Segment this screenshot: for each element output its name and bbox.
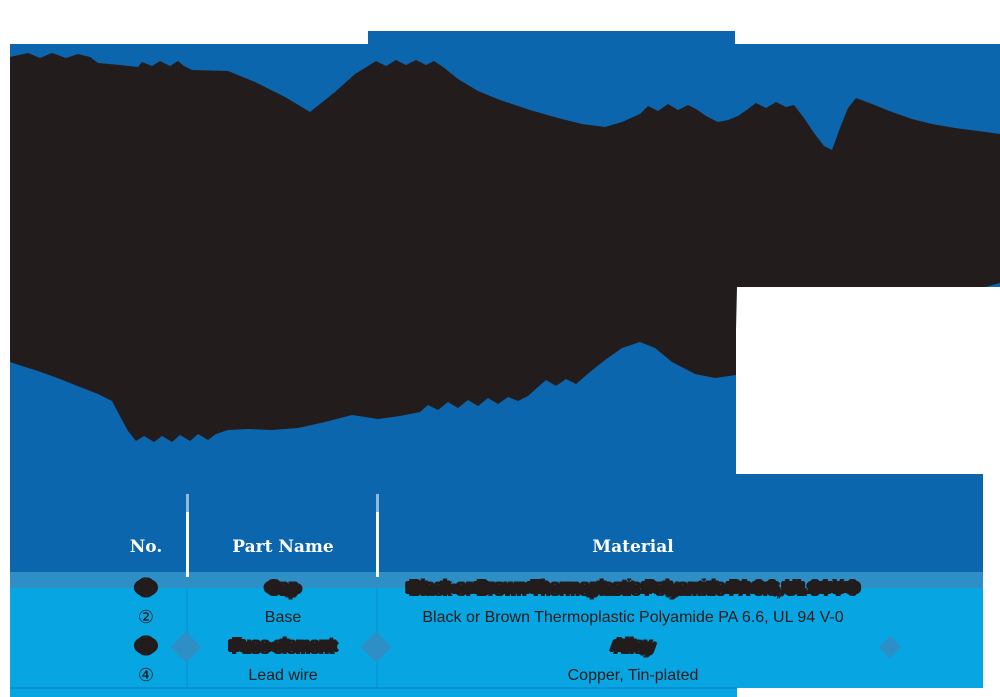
drawing-black-blob [10,53,1000,442]
header-divider-2 [376,494,379,577]
diagram-background-top-band [368,31,735,45]
row2-part: Base [264,609,302,626]
column-header-no: No. [129,537,163,557]
row1-material: Black or Brown Thermoplastic Polyamide P… [409,580,857,597]
row3-no: ③ [137,636,155,656]
technical-drawing-silhouette [10,53,1000,442]
row3-part: Fuse element [231,638,335,655]
column-header-material: Material [592,537,674,557]
row1-no: ① [137,578,155,598]
table-bottom-strip [10,688,737,697]
row3-material: Alloy [613,638,653,655]
row2-material: Black or Brown Thermoplastic Polyamide P… [422,609,844,626]
header-divider-1 [186,494,189,577]
row2-no: ② [137,607,155,627]
table-rows-background [10,588,983,688]
table-header-background [10,474,983,572]
row4-no: ④ [137,665,155,685]
row4-material: Copper, Tin-plated [567,667,699,684]
table-row1-band [10,572,983,588]
row4-part: Lead wire [248,667,318,684]
column-header-part-name: Part Name [232,537,334,557]
row1-part: Cap [267,580,299,597]
table-bottom-border [10,687,737,689]
